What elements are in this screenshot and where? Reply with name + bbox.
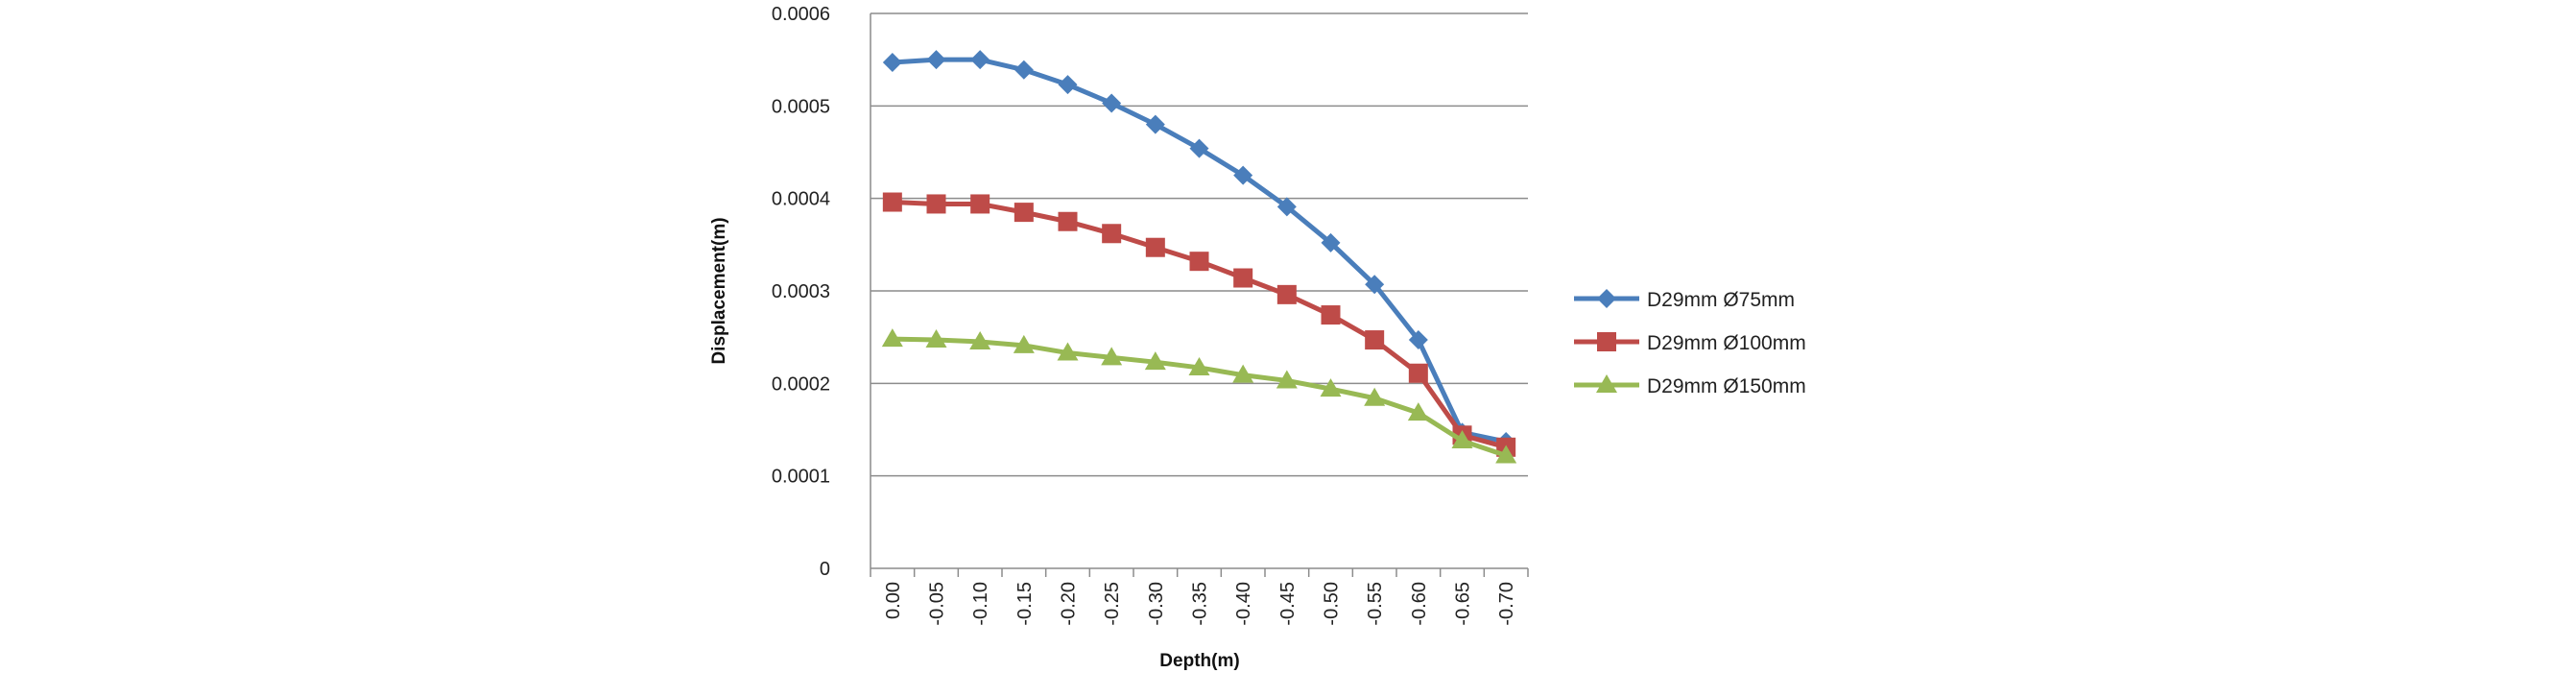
legend-marker	[1596, 374, 1617, 393]
data-point	[970, 50, 990, 70]
x-tick-label: -0.05	[927, 582, 948, 626]
legend-label: D29mm Ø75mm	[1647, 289, 1795, 311]
y-tick-label: 0.0002	[772, 373, 830, 395]
data-point	[1145, 114, 1165, 134]
x-tick-label: -0.45	[1277, 582, 1299, 626]
data-point	[1408, 363, 1428, 383]
data-point	[1144, 351, 1166, 371]
y-axis-title: Displacement(m)	[709, 217, 729, 364]
data-point	[1145, 237, 1165, 257]
x-axis-title: Depth(m)	[1159, 651, 1239, 671]
legend-item: D29mm Ø150mm	[1574, 374, 1806, 397]
data-point	[882, 192, 902, 212]
data-point	[1102, 224, 1122, 244]
y-tick-label: 0.0003	[772, 281, 830, 302]
y-tick-label: 0.0006	[772, 4, 830, 25]
data-point	[1057, 342, 1079, 361]
x-tick-label: -0.40	[1233, 582, 1254, 626]
data-point	[970, 194, 990, 214]
data-point	[1058, 211, 1078, 231]
data-point	[1102, 93, 1122, 113]
data-point	[1101, 347, 1123, 366]
data-point	[1365, 330, 1385, 350]
data-point	[1321, 232, 1341, 252]
y-tick-label: 0.0004	[772, 189, 830, 210]
y-tick-label: 0	[820, 559, 830, 580]
data-point	[925, 329, 947, 349]
x-tick-label: -0.20	[1059, 582, 1080, 626]
data-point	[1276, 370, 1298, 389]
series-line	[892, 57, 1507, 445]
legend-item: D29mm Ø100mm	[1574, 332, 1806, 354]
gridlines	[871, 12, 1528, 477]
axes: 0 0.0001 0.0002 0.0003 0.0004 0.0005 0.0006 0.0…	[772, 4, 1529, 626]
x-tick-label: 0.00	[883, 582, 904, 619]
legend-item: D29mm Ø75mm	[1574, 289, 1795, 311]
data-point	[1232, 364, 1254, 383]
x-tick-label: -0.10	[970, 582, 991, 626]
data-point	[1014, 60, 1034, 80]
data-point	[882, 53, 902, 73]
legend: D29mm Ø75mm D29mm Ø100mm D29mm Ø150mm	[1574, 289, 1806, 397]
data-point	[1233, 165, 1253, 185]
data-point	[1408, 330, 1428, 350]
data-point	[1320, 378, 1342, 397]
data-point	[1495, 445, 1517, 464]
legend-marker	[1597, 332, 1616, 351]
data-point	[1276, 284, 1297, 304]
data-point	[1189, 252, 1209, 272]
x-tick-label: -0.25	[1102, 582, 1123, 626]
x-tick-label: -0.65	[1453, 582, 1474, 626]
series-3	[881, 328, 1517, 464]
x-tick-label: -0.70	[1496, 582, 1517, 626]
x-tick-label: -0.35	[1190, 582, 1211, 626]
data-point	[1058, 75, 1078, 95]
series-group	[881, 50, 1517, 464]
x-tick-label: -0.55	[1365, 582, 1386, 626]
data-point	[1189, 138, 1209, 158]
x-tick-label: -0.60	[1409, 582, 1430, 626]
legend-marker	[1597, 289, 1616, 308]
data-point	[1364, 387, 1386, 406]
data-point	[1365, 275, 1385, 295]
data-point	[926, 194, 946, 214]
series-1	[882, 50, 1516, 452]
data-point	[1321, 305, 1341, 325]
data-point	[1013, 334, 1035, 353]
data-point	[1014, 203, 1034, 223]
data-point	[926, 50, 946, 70]
data-point	[1451, 430, 1473, 449]
y-tick-label: 0.0001	[772, 467, 830, 488]
data-point	[969, 330, 991, 349]
data-point	[1233, 268, 1253, 288]
data-point	[1276, 197, 1297, 217]
data-point	[881, 328, 903, 348]
data-point	[1188, 356, 1210, 375]
series-2	[882, 192, 1516, 457]
series-line	[892, 336, 1507, 458]
legend-label: D29mm Ø100mm	[1647, 332, 1806, 354]
y-tick-label: 0.0005	[772, 96, 830, 117]
x-tick-label: -0.30	[1146, 582, 1167, 626]
legend-label: D29mm Ø150mm	[1647, 375, 1806, 397]
data-point	[1407, 402, 1429, 421]
x-tick-label: -0.50	[1322, 582, 1343, 626]
x-tick-label: -0.15	[1014, 582, 1036, 626]
